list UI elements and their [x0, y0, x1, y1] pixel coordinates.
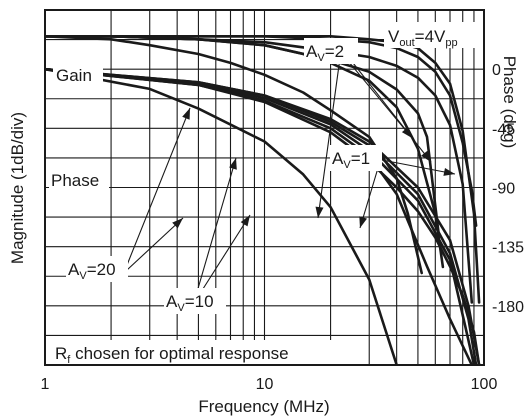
vout-annotation: Vout=4Vpp: [384, 22, 486, 49]
callout-arrow: [315, 57, 341, 219]
phase-tick-label: -90: [492, 181, 515, 198]
phase-tick-label: -45: [492, 121, 515, 138]
x-tick-label: 100: [471, 376, 498, 393]
callout-arrow: [126, 107, 191, 266]
plot-frame: [44, 9, 485, 366]
phase-label: Phase: [49, 167, 109, 191]
phase-tick-labels: 0 -45 -90 -135 -180: [492, 62, 524, 316]
rf-note: Rf chosen for optimal response: [52, 340, 334, 366]
y-axis-title-right: Phase (deg): [500, 56, 519, 149]
gain-curve-6: [45, 35, 445, 269]
svg-text:Vout=4Vpp: Vout=4Vpp: [388, 27, 458, 49]
callout-arrow: [200, 214, 251, 293]
phase-tick-label: 0: [492, 62, 501, 79]
svg-text:Gain: Gain: [56, 66, 92, 85]
svg-text:AV=20: AV=20: [68, 260, 116, 282]
grid: [45, 10, 484, 365]
x-tick-label: 10: [256, 376, 274, 393]
av10-annotation: AV=10: [164, 288, 226, 314]
gain-curve-5: [45, 35, 423, 275]
svg-text:Phase: Phase: [51, 171, 99, 190]
gain-curve-1: [45, 35, 478, 227]
callout-arrow: [345, 53, 432, 163]
callout-arrow: [126, 217, 184, 271]
callout-arrows: [126, 53, 456, 293]
svg-text:Rf chosen for optimal response: Rf chosen for optimal response: [55, 344, 289, 366]
x-tick-labels: 1 10 100: [41, 376, 498, 393]
av1-annotation: AV=1: [330, 145, 382, 171]
phase-tick-label: -180: [492, 299, 524, 316]
svg-text:AV=2: AV=2: [306, 42, 344, 64]
phase-curve-6: [45, 67, 398, 365]
callout-arrow: [381, 159, 456, 176]
curves: [45, 35, 481, 365]
x-axis-title: Frequency (MHz): [198, 397, 329, 416]
x-tick-label: 1: [41, 376, 50, 393]
gain-label: Gain: [53, 62, 103, 86]
callout-arrow: [359, 167, 379, 229]
phase-curve-5: [45, 67, 481, 365]
phase-tick-label: -135: [492, 240, 524, 257]
av2-annotation: AV=2: [304, 38, 358, 64]
svg-text:AV=1: AV=1: [332, 149, 370, 171]
callout-arrow: [196, 157, 237, 293]
y-axis-title-left: Magnitude (1dB/div): [8, 112, 27, 264]
av20-annotation: AV=20: [66, 256, 128, 282]
svg-text:AV=10: AV=10: [166, 292, 214, 314]
